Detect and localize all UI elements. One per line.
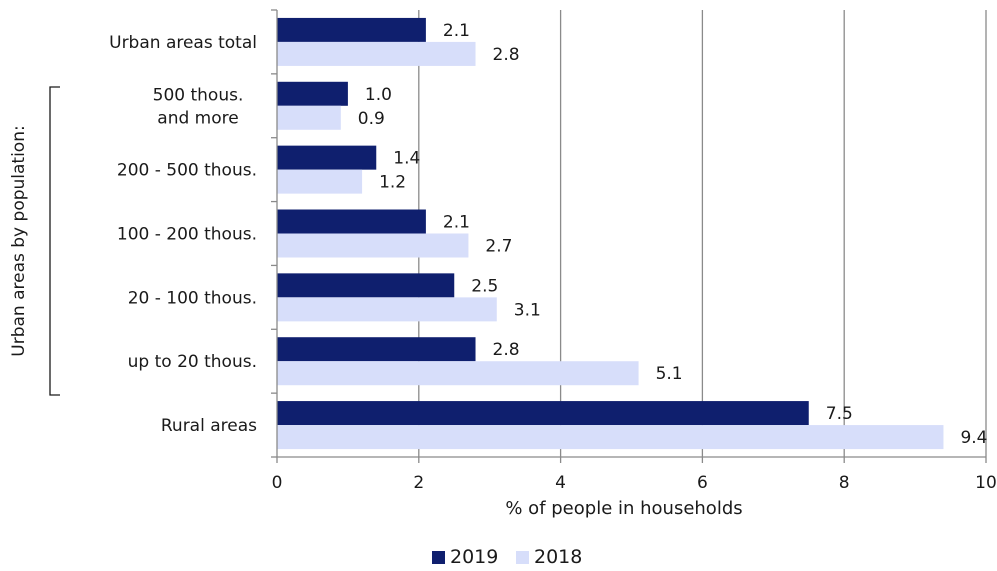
bar-2019 <box>277 145 377 170</box>
group-bracket <box>49 86 60 396</box>
bar-2019 <box>277 401 809 426</box>
legend-swatch-2019 <box>432 551 445 564</box>
bar-2018 <box>277 41 476 66</box>
bar-2019 <box>277 81 348 106</box>
bar-2019 <box>277 17 426 42</box>
legend-label: 2019 <box>450 546 498 568</box>
x-axis-title: % of people in households <box>505 498 742 519</box>
data-label: 1.4 <box>393 149 420 169</box>
x-tick-label: 8 <box>839 473 850 493</box>
x-tick-label: 0 <box>272 473 283 493</box>
x-tick-label: 2 <box>413 473 424 493</box>
legend: 2019 2018 <box>432 546 582 568</box>
bar-2019 <box>277 209 426 234</box>
bars <box>277 17 944 450</box>
x-tick-label: 10 <box>975 473 997 493</box>
x-tick-label: 6 <box>697 473 708 493</box>
data-label: 1.0 <box>365 85 392 105</box>
data-label: 2.8 <box>493 45 520 65</box>
data-label: 2.5 <box>471 276 498 296</box>
bar-2018 <box>277 169 363 194</box>
data-label: 2.1 <box>443 213 470 233</box>
data-label: 3.1 <box>514 300 541 320</box>
axes <box>271 9 987 463</box>
legend-swatch-2018 <box>516 551 529 564</box>
labels: 0 2 4 6 8 10 2.1 2.8 Urban areas total 1.0 0.9 500 … <box>109 21 997 493</box>
category-label: 200 - 500 thous. <box>117 161 257 181</box>
data-label: 7.5 <box>826 404 853 424</box>
category-label: up to 20 thous. <box>128 352 257 372</box>
x-tick-label: 4 <box>555 473 566 493</box>
data-label: 5.1 <box>656 364 683 384</box>
category-label: Rural areas <box>161 416 257 436</box>
data-label: 9.4 <box>960 428 987 448</box>
bar-2018 <box>277 105 341 130</box>
category-label: 500 thous. and more <box>153 85 244 128</box>
bar-2018 <box>277 297 497 322</box>
bar-2019 <box>277 273 455 298</box>
category-label: 100 - 200 thous. <box>117 225 257 245</box>
data-label: 2.7 <box>485 237 512 257</box>
data-label: 2.8 <box>493 340 520 360</box>
data-label: 0.9 <box>358 109 385 129</box>
bar-2018 <box>277 361 639 386</box>
category-label: Urban areas total <box>109 33 257 53</box>
gridlines <box>418 10 987 457</box>
data-label: 2.1 <box>443 21 470 41</box>
group-label: Urban areas by population: <box>9 125 29 356</box>
data-label: 1.2 <box>379 173 406 193</box>
bar-2018 <box>277 425 944 450</box>
legend-label: 2018 <box>534 546 582 568</box>
category-label: 20 - 100 thous. <box>128 288 257 308</box>
bar-2018 <box>277 233 469 258</box>
bar-2019 <box>277 337 476 362</box>
